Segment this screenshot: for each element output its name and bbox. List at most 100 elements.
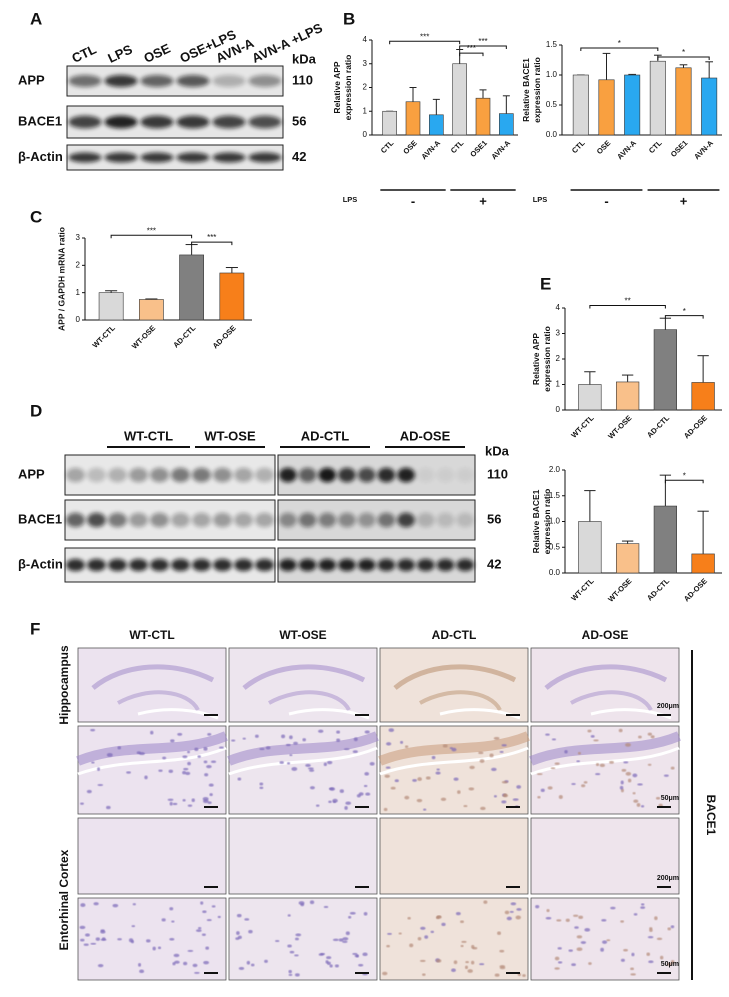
cell [329, 964, 333, 968]
cell [416, 798, 423, 803]
cell [97, 783, 104, 787]
cell [398, 932, 402, 935]
cell [201, 933, 206, 936]
cell [352, 952, 358, 956]
band [150, 467, 169, 483]
cell [168, 769, 174, 773]
cell [483, 900, 488, 904]
band [416, 558, 435, 572]
cell [417, 937, 422, 941]
cell [169, 907, 174, 911]
band [212, 75, 246, 87]
cell [202, 796, 209, 801]
cell [647, 935, 654, 939]
y-tick-label: 1.5 [549, 491, 561, 500]
x-tick-label: WT-OSE [606, 576, 633, 603]
cell [600, 947, 605, 952]
x-tick-label: AVN-A [419, 138, 442, 161]
cell [467, 969, 473, 973]
cell [105, 805, 111, 810]
y-tick-label: 2.0 [549, 465, 561, 474]
significance-label: *** [478, 37, 487, 46]
tissue-layer [117, 690, 200, 712]
x-tick-label: CTL [379, 138, 396, 155]
cell [554, 956, 560, 961]
cell [307, 767, 314, 770]
cell [587, 729, 592, 733]
micrograph [530, 817, 680, 895]
cell [309, 900, 315, 905]
y-tick-label: 0.0 [549, 568, 561, 577]
micrograph [228, 817, 378, 895]
cell [289, 754, 293, 757]
scale-bar-label: 50μm [661, 795, 679, 802]
x-tick-label: WT-CTL [569, 576, 596, 603]
band [192, 512, 211, 528]
bar [691, 553, 715, 574]
row-label: Entorhinal Cortex [57, 849, 71, 950]
cell [478, 751, 484, 755]
cell [501, 780, 508, 784]
bar [598, 79, 615, 136]
cell [100, 930, 106, 934]
x-tick-label: CTL [570, 138, 587, 155]
size-label: 110 [292, 72, 313, 87]
cell [618, 728, 623, 733]
cell [157, 946, 162, 950]
band [68, 152, 102, 163]
cell [571, 963, 576, 967]
cell [648, 960, 654, 964]
cell [663, 774, 669, 777]
cell [358, 963, 364, 967]
cell [503, 793, 507, 797]
cell [242, 737, 246, 740]
micrograph [77, 817, 227, 895]
column-label: WT-OSE [279, 628, 326, 642]
cell [158, 769, 163, 772]
band [129, 512, 148, 528]
lane-label: CTL [69, 42, 98, 66]
y-tick-label: 2 [76, 260, 81, 269]
cell [106, 752, 113, 757]
cell [202, 910, 207, 914]
cell [259, 786, 264, 790]
cell [480, 806, 486, 811]
bar [675, 67, 692, 136]
cell [338, 938, 344, 942]
x-tick-label: AVN-A [489, 138, 512, 161]
cell [387, 932, 392, 935]
cell [540, 788, 545, 793]
cell [294, 937, 299, 941]
significance-label: * [683, 307, 686, 316]
cell [471, 944, 475, 949]
cell [637, 735, 642, 739]
bar [179, 254, 205, 321]
cell [583, 781, 588, 784]
cell [250, 963, 255, 967]
cell [394, 779, 399, 783]
cell [182, 755, 188, 759]
cell [295, 933, 302, 937]
cell [659, 955, 664, 960]
cell [161, 918, 166, 922]
band [338, 558, 356, 572]
significance-label: *** [147, 226, 156, 235]
band [140, 115, 174, 129]
cell [441, 922, 446, 927]
cell [453, 960, 458, 965]
band [176, 115, 210, 129]
cell [564, 750, 568, 754]
row-label: BACE1 [18, 511, 62, 526]
cell [650, 735, 655, 739]
cell [384, 774, 390, 778]
cell [516, 908, 522, 911]
cell [291, 766, 298, 771]
cell [332, 938, 339, 942]
cell [464, 965, 469, 970]
cell [571, 783, 576, 786]
band [318, 558, 337, 572]
y-tick-label: 1.5 [546, 40, 558, 49]
cell [632, 792, 636, 795]
cell [343, 748, 350, 751]
cell [453, 777, 459, 781]
